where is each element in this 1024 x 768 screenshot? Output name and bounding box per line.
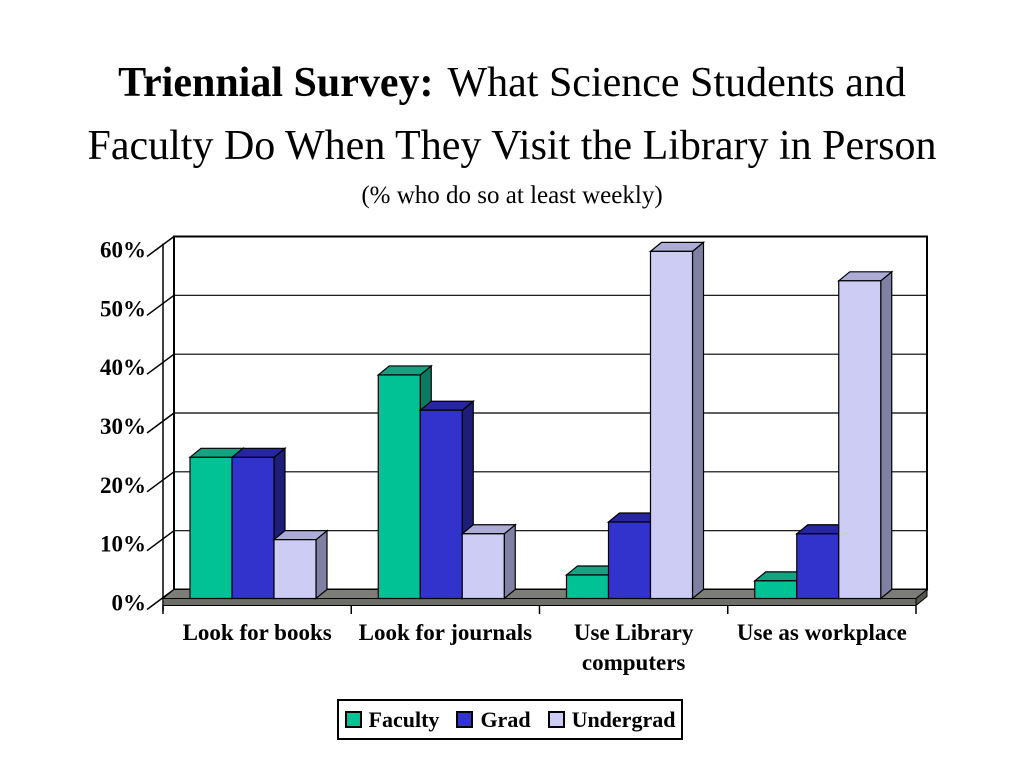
- bar-front-face: [273, 539, 317, 600]
- bar-front-face: [649, 250, 694, 600]
- bar-front-face: [231, 456, 275, 600]
- y-axis-label-0: 0%: [112, 591, 147, 616]
- y-axis-tick: [146, 530, 175, 552]
- bar-undergrad-3: [837, 270, 894, 600]
- legend-label-undergrad: Undergrad: [571, 706, 676, 732]
- bar-side-face: [315, 529, 328, 600]
- chart-subtitle: (% who do so at least weekly): [361, 182, 663, 209]
- bar-front-face: [754, 580, 798, 600]
- legend-label-faculty: Faculty: [368, 706, 440, 732]
- x-axis-label-2: Use Library computers: [574, 620, 694, 675]
- bar-front-face: [607, 521, 652, 600]
- x-axis-label-3: Use as workplace: [737, 620, 907, 645]
- bar-front-face: [461, 533, 505, 600]
- legend-item-undergrad: Undergrad: [547, 706, 676, 733]
- bar-front-face: [377, 374, 421, 600]
- bar-front-face: [796, 533, 840, 600]
- bar-front-face: [838, 280, 882, 600]
- y-axis-tick: [146, 235, 175, 258]
- bar-undergrad-2: [648, 241, 706, 600]
- legend-swatch-undergrad: [547, 711, 565, 728]
- chart-floor-end: [915, 588, 928, 607]
- page-title: Triennial Survey: What Science Students a…: [20, 52, 1004, 178]
- bar-side-face: [503, 523, 516, 600]
- bar-grad-3: [795, 523, 852, 600]
- legend-item-grad: Grad: [456, 706, 531, 733]
- y-axis-label-50: 50%: [100, 296, 146, 321]
- x-axis-label-line: Use as workplace: [737, 620, 907, 645]
- y-axis-tick: [146, 412, 175, 434]
- y-axis-label-40: 40%: [100, 355, 146, 380]
- y-axis-label-60: 60%: [100, 238, 146, 263]
- bar-side-face: [691, 241, 705, 600]
- x-axis-label-0: Look for books: [183, 620, 332, 645]
- bar-grad-1: [418, 399, 475, 600]
- y-axis-label-30: 30%: [100, 414, 146, 439]
- y-axis-label-10: 10%: [100, 532, 146, 557]
- bar-side-face: [880, 270, 893, 600]
- x-axis-label-line: computers: [582, 650, 686, 675]
- title-line2: Faculty Do When They Visit the Library i…: [87, 123, 937, 169]
- bar-front-face: [189, 456, 233, 600]
- legend-item-faculty: Faculty: [344, 706, 440, 733]
- y-axis-tick: [146, 471, 175, 493]
- bar-undergrad-0: [272, 529, 329, 600]
- y-axis-tick: [146, 294, 175, 316]
- bar-front-face: [565, 574, 610, 600]
- legend-label-grad: Grad: [480, 706, 531, 732]
- x-axis-label-line: Use Library: [574, 620, 694, 645]
- legend-swatch-grad: [456, 711, 474, 728]
- y-axis-tick: [146, 353, 175, 375]
- bar-undergrad-1: [460, 523, 517, 600]
- title-block: Triennial Survey: What Science Students a…: [20, 52, 1004, 211]
- bar-front-face: [419, 409, 463, 600]
- x-axis-label-line: Look for journals: [359, 620, 532, 645]
- title-bold-segment: Triennial Survey:: [118, 60, 434, 106]
- legend-swatch-faculty: [344, 711, 362, 728]
- x-axis-label-line: Look for books: [183, 620, 332, 645]
- chart-floor-front: [162, 598, 917, 606]
- title-line1-rest: What Science Students and: [447, 60, 906, 106]
- y-axis-label-20: 20%: [100, 473, 146, 498]
- x-axis-label-1: Look for journals: [359, 620, 532, 645]
- legend: Faculty Grad Undergrad: [337, 699, 683, 740]
